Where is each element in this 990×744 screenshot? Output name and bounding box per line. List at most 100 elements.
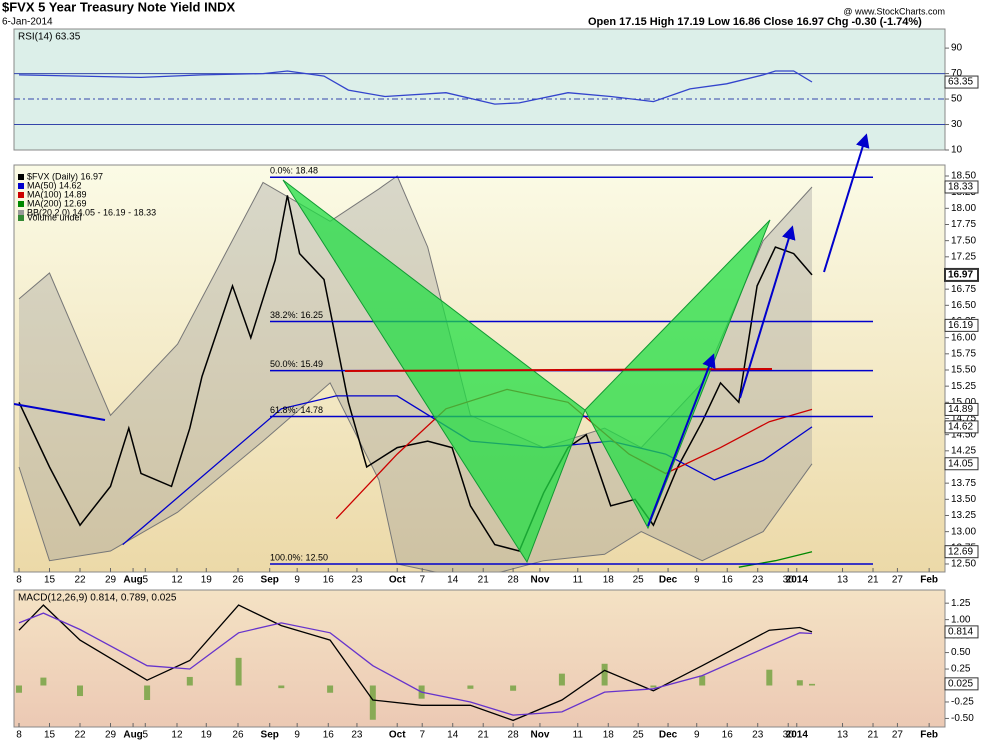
x-tick-label: 23	[351, 730, 363, 741]
value-badge-label: 16.97	[948, 270, 973, 281]
value-badge-label: 14.89	[948, 404, 973, 415]
series-line	[738, 551, 813, 568]
x-tick-label: 9	[694, 730, 700, 741]
fib-label: 61.8%: 14.78	[270, 405, 323, 415]
value-badge-label: 14.62	[948, 422, 973, 433]
x-tick-label: 25	[633, 730, 645, 741]
legend-swatch	[18, 201, 24, 207]
x-tick-label: Oct	[389, 575, 406, 586]
pattern-shape	[584, 219, 771, 530]
x-tick-label: 13	[837, 575, 849, 586]
fib-label: 0.0%: 18.48	[270, 166, 318, 176]
y-tick-label: 14.50	[951, 429, 976, 440]
value-badge	[944, 180, 979, 194]
y-tick-label: 14.75	[951, 413, 976, 424]
x-tick-label: 19	[201, 575, 213, 586]
value-badge	[944, 318, 979, 332]
legend-swatch	[18, 192, 24, 198]
histogram-bar	[278, 685, 285, 689]
legend-swatch	[18, 183, 24, 189]
x-tick-label: 26	[232, 730, 244, 741]
x-tick-label: 27	[892, 575, 904, 586]
x-tick-label: 22	[74, 730, 86, 741]
x-tick-label: 18	[603, 730, 615, 741]
x-tick-label: Aug	[123, 575, 142, 586]
y-tick-label: 13.75	[951, 478, 976, 489]
y-tick-label: 1.25	[951, 598, 971, 609]
x-tick-label: 23	[351, 575, 363, 586]
series-line	[18, 70, 813, 105]
histogram-bar	[186, 676, 193, 686]
series-line	[18, 195, 813, 552]
histogram-bar	[601, 663, 608, 686]
x-tick-label: Sep	[261, 730, 279, 741]
value-badge	[944, 420, 979, 434]
x-tick-label: Sep	[261, 575, 279, 586]
x-tick-label: Oct	[389, 730, 406, 741]
legend-label: $FVX (Daily) 16.97	[27, 171, 103, 181]
legend-swatch	[18, 210, 24, 216]
y-tick-label: 12.50	[951, 559, 976, 570]
x-tick-label: 14	[447, 575, 459, 586]
x-tick-label: 22	[74, 575, 86, 586]
y-tick-label: 15.50	[951, 365, 976, 376]
x-tick-label: 16	[323, 575, 335, 586]
histogram-bar	[699, 675, 706, 686]
arrow	[647, 353, 716, 527]
y-tick-label: 14.25	[951, 445, 976, 456]
legend-label: Volume undef	[27, 212, 83, 222]
y-tick-label: 1.00	[951, 614, 971, 625]
arrows	[647, 133, 870, 527]
trend-line	[344, 368, 773, 372]
y-tick-label: 17.50	[951, 235, 976, 246]
x-tick-label: 21	[867, 730, 879, 741]
histogram-bar	[235, 657, 242, 686]
arrow	[823, 133, 870, 273]
histogram-bar	[77, 685, 84, 697]
histogram-bar	[809, 683, 816, 686]
value-badge-label: 14.05	[948, 458, 973, 469]
x-tick-label: 23	[752, 575, 764, 586]
x-tick-label: 15	[44, 730, 56, 741]
pattern-annotation	[14, 179, 773, 564]
quote: Open 17.15 High 17.19 Low 16.86 Close 16…	[588, 16, 922, 28]
fib-label: 100.0%: 12.50	[270, 552, 328, 562]
x-tick-label: Aug	[123, 730, 142, 741]
histogram-bar	[327, 685, 334, 693]
x-tick-label: 29	[105, 730, 117, 741]
x-tick-label: Dec	[659, 730, 678, 741]
x-tick-label: 16	[722, 575, 734, 586]
x-tick-label: 26	[232, 575, 244, 586]
y-tick-label: 0.25	[951, 664, 971, 675]
x-tick-label: 29	[105, 575, 117, 586]
date: 6-Jan-2014	[2, 17, 53, 28]
x-tick-label: Feb	[920, 730, 938, 741]
y-tick-label: 18.50	[951, 171, 976, 182]
plot-area	[14, 70, 945, 126]
x-tick-label: 11	[573, 730, 584, 741]
y-tick-label: 13.50	[951, 494, 976, 505]
y-tick-label: 17.25	[951, 251, 976, 262]
x-tick-label: 21	[478, 730, 490, 741]
histogram-bar	[16, 685, 23, 693]
legend-swatch	[18, 174, 24, 180]
y-tick-label: 70	[951, 68, 963, 79]
y-tick-label: 16.00	[951, 332, 976, 343]
value-badge	[944, 457, 979, 471]
value-badge-label: 63.35	[948, 77, 973, 88]
x-tick-label: 25	[633, 575, 645, 586]
value-badge-label: 16.19	[948, 320, 973, 331]
histogram-bar	[369, 685, 376, 720]
trend-line	[14, 403, 106, 421]
x-tick-label: Feb	[920, 575, 938, 586]
y-tick-label: 50	[951, 94, 963, 105]
source: @ www.StockCharts.com	[843, 6, 945, 16]
x-tick-label: 21	[478, 575, 490, 586]
y-tick-label: 16.50	[951, 300, 976, 311]
y-tick-label: 0.50	[951, 647, 971, 658]
x-tick-label: Nov	[530, 575, 549, 586]
macd-panel	[13, 589, 946, 728]
x-tick-label: 12	[171, 575, 183, 586]
x-tick-label: 21	[867, 575, 879, 586]
